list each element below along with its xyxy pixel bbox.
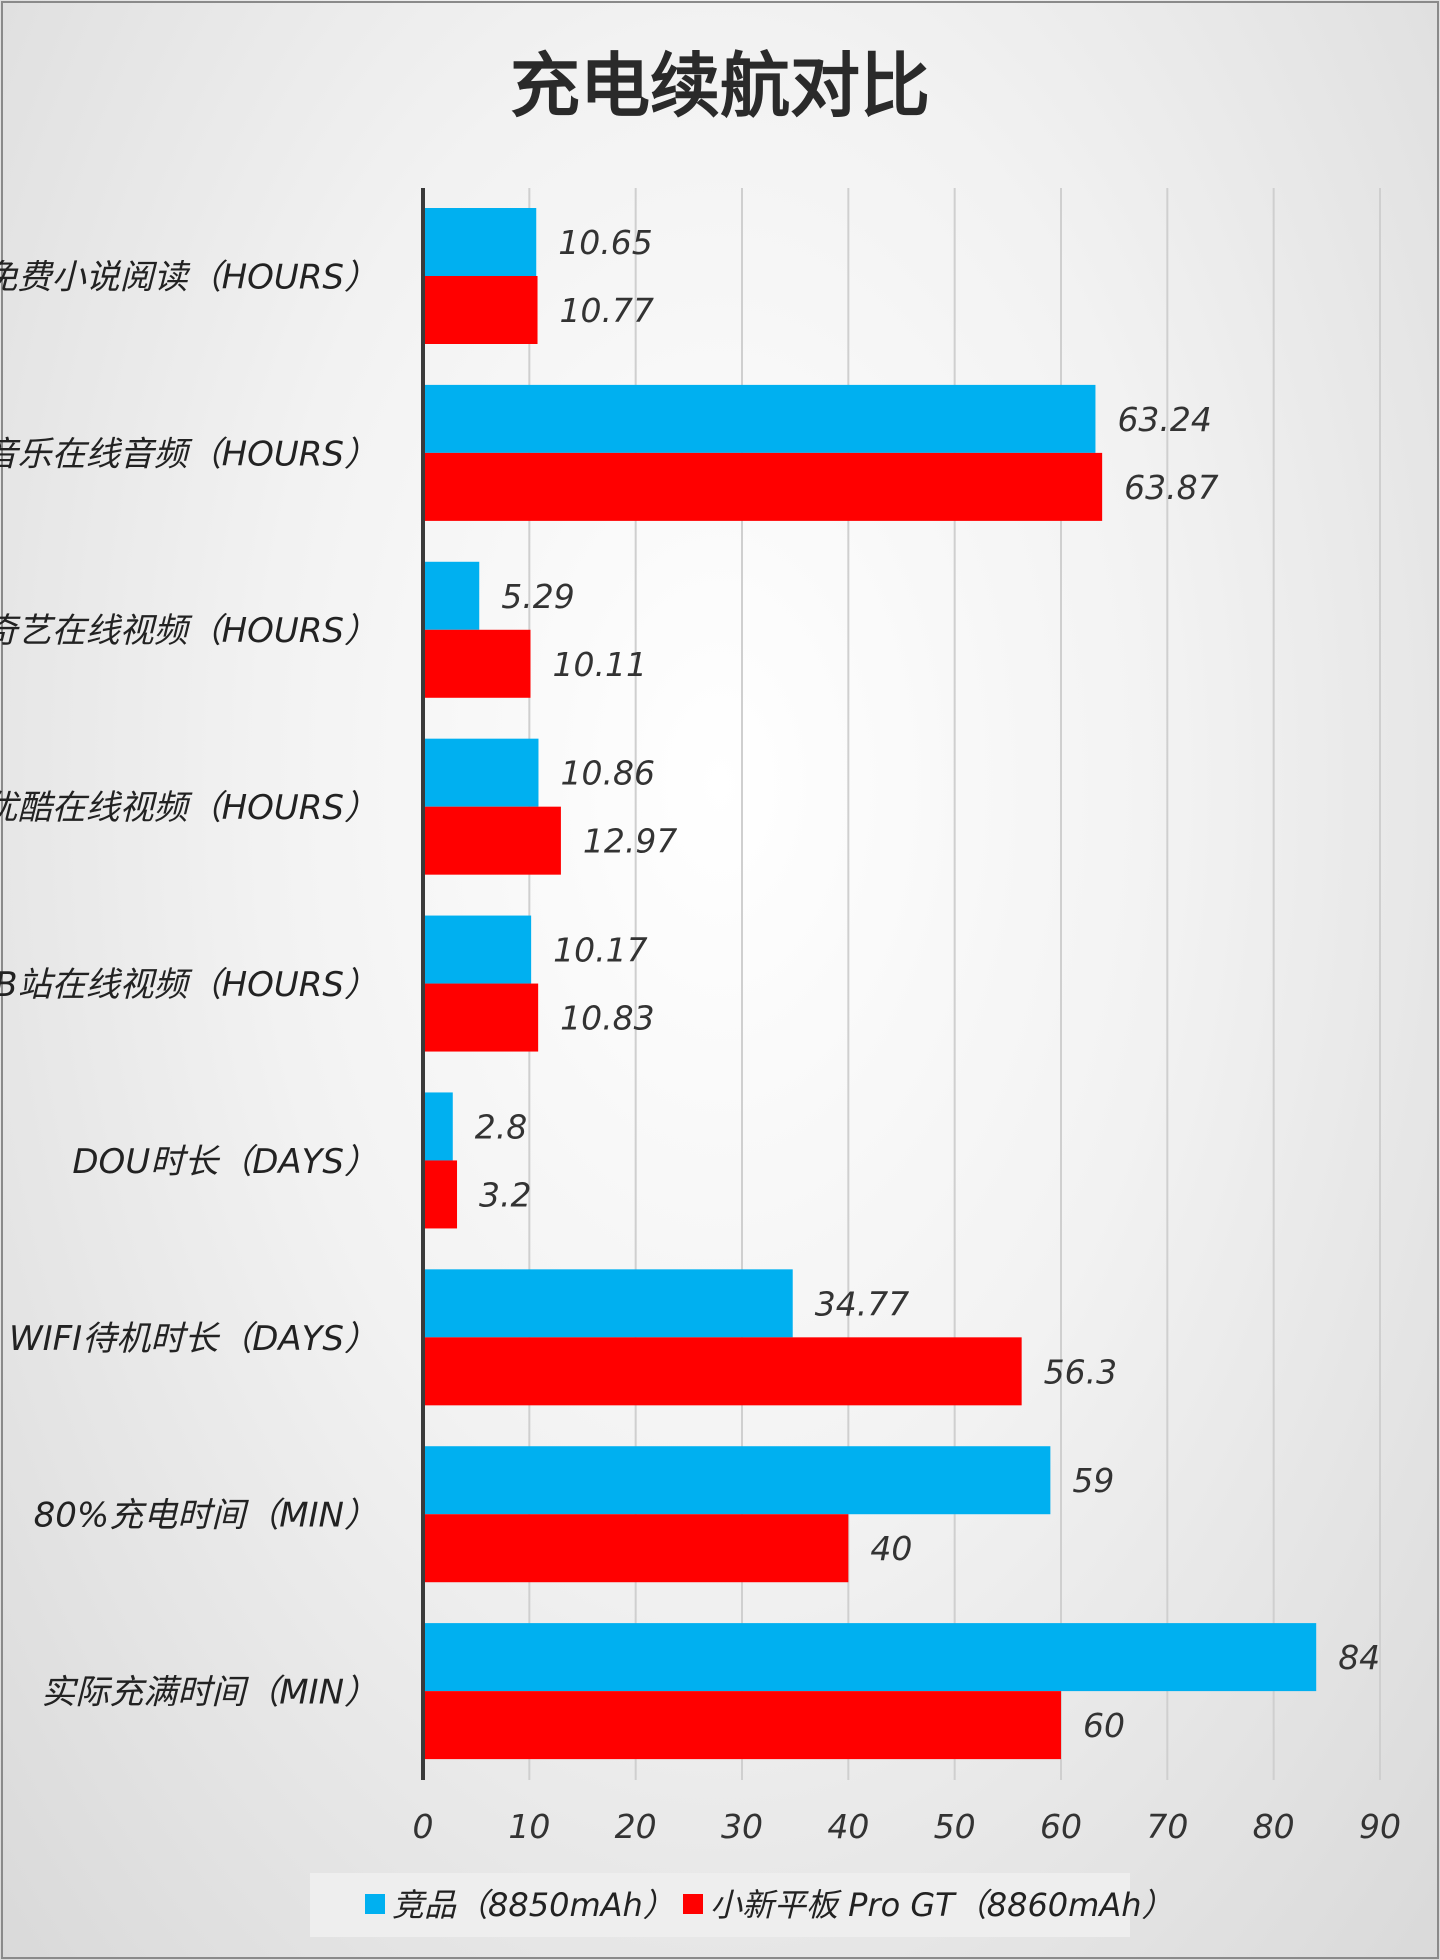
data-labels: 10.65 10.77 63.24 63.87 5.29 10.11 10.86 12.97 1… xyxy=(475,223,1380,1745)
bar-xiaoxin xyxy=(423,1337,1022,1406)
legend: 竞品（8850mAh） 小新平板 Pro GT（8860mAh） xyxy=(310,1873,1174,1937)
bar-xiaoxin xyxy=(423,1160,458,1229)
category-label: WIFI待机时长（DAYS） xyxy=(9,1319,378,1359)
data-label: 56.3 xyxy=(1044,1352,1117,1391)
data-label: 10.11 xyxy=(553,645,647,684)
bar-competitor xyxy=(423,384,1096,453)
category-label: 优酷在线视频（HOURS） xyxy=(0,788,378,828)
data-label: 34.77 xyxy=(815,1284,909,1323)
x-tick-label: 90 xyxy=(1359,1807,1401,1846)
data-label: 59 xyxy=(1072,1461,1114,1500)
category-label: 80%充电时间（MIN） xyxy=(34,1496,378,1536)
bar-competitor xyxy=(423,1092,453,1161)
bar-competitor xyxy=(423,915,532,984)
data-label: 10.17 xyxy=(553,931,647,970)
data-label: 5.29 xyxy=(501,577,574,616)
chart-title: 充电续航对比 xyxy=(510,45,930,127)
bar-competitor xyxy=(423,208,537,276)
bar-competitor xyxy=(423,1269,793,1338)
x-tick-label: 70 xyxy=(1146,1807,1188,1846)
legend-swatch-competitor xyxy=(365,1894,385,1914)
legend-swatch-xiaoxin xyxy=(683,1894,703,1914)
data-label: 10.65 xyxy=(558,223,652,262)
data-label: 10.77 xyxy=(560,291,654,330)
bar-xiaoxin xyxy=(423,629,531,698)
legend-label-competitor: 竞品（8850mAh） xyxy=(392,1886,675,1924)
category-label: B站在线视频（HOURS） xyxy=(0,965,378,1005)
x-tick-label: 30 xyxy=(721,1807,763,1846)
data-label: 10.86 xyxy=(560,754,654,793)
category-label: 番茄免费小说阅读（HOURS） xyxy=(0,257,378,297)
category-label: 爱奇艺在线视频（HOURS） xyxy=(0,611,378,651)
bar-xiaoxin xyxy=(423,1514,849,1583)
category-label: QQ音乐在线音频（HOURS） xyxy=(0,434,378,474)
category-label: 实际充满时间（MIN） xyxy=(41,1673,378,1713)
category-label: DOU时长（DAYS） xyxy=(72,1142,378,1182)
bar-competitor xyxy=(423,1623,1317,1692)
bar-competitor xyxy=(423,1446,1051,1515)
bar-xiaoxin xyxy=(423,806,561,875)
x-tick-label: 80 xyxy=(1253,1807,1295,1846)
x-tick-label: 50 xyxy=(934,1807,976,1846)
bar-xiaoxin xyxy=(423,983,539,1052)
data-label: 3.2 xyxy=(479,1175,531,1214)
x-axis-ticks: 0 10 20 30 40 50 60 70 80 90 xyxy=(413,1807,1402,1846)
data-label: 40 xyxy=(870,1529,912,1568)
bar-competitor xyxy=(423,561,480,630)
data-label: 84 xyxy=(1338,1638,1380,1677)
x-tick-label: 20 xyxy=(615,1807,657,1846)
x-tick-label: 10 xyxy=(508,1807,550,1846)
bar-competitor xyxy=(423,738,539,807)
category-labels: 番茄免费小说阅读（HOURS） QQ音乐在线音频（HOURS） 爱奇艺在线视频（HO… xyxy=(0,257,378,1712)
bar-xiaoxin xyxy=(423,276,538,344)
data-label: 63.24 xyxy=(1117,400,1211,439)
data-label: 10.83 xyxy=(560,999,654,1038)
data-label: 63.87 xyxy=(1124,468,1218,507)
data-label: 2.8 xyxy=(475,1107,527,1146)
data-label: 60 xyxy=(1083,1706,1125,1745)
legend-label-xiaoxin: 小新平板 Pro GT（8860mAh） xyxy=(710,1886,1174,1924)
x-tick-label: 0 xyxy=(413,1807,434,1846)
legend-background xyxy=(310,1873,1130,1937)
bar-xiaoxin xyxy=(423,452,1103,521)
x-tick-label: 40 xyxy=(827,1807,869,1846)
x-tick-label: 60 xyxy=(1040,1807,1082,1846)
bars xyxy=(423,208,1317,1760)
bar-xiaoxin xyxy=(423,1691,1061,1760)
data-label: 12.97 xyxy=(583,822,677,861)
